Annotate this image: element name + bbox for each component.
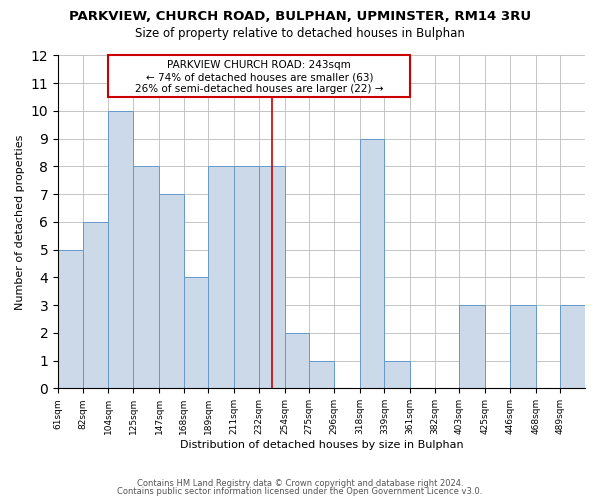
FancyBboxPatch shape (109, 56, 410, 97)
Bar (159, 194, 184, 388)
Text: 26% of semi-detached houses are larger (22) →: 26% of semi-detached houses are larger (… (135, 84, 383, 94)
Bar (259, 166, 284, 388)
Text: Contains public sector information licensed under the Open Government Licence v3: Contains public sector information licen… (118, 487, 482, 496)
Bar (184, 278, 208, 388)
Text: PARKVIEW CHURCH ROAD: 243sqm: PARKVIEW CHURCH ROAD: 243sqm (167, 60, 351, 70)
Text: Size of property relative to detached houses in Bulphan: Size of property relative to detached ho… (135, 28, 465, 40)
Bar (234, 166, 259, 388)
Bar (359, 138, 385, 388)
Bar (284, 333, 309, 388)
Bar (109, 111, 133, 388)
Bar (83, 222, 109, 388)
Text: Contains HM Land Registry data © Crown copyright and database right 2024.: Contains HM Land Registry data © Crown c… (137, 478, 463, 488)
X-axis label: Distribution of detached houses by size in Bulphan: Distribution of detached houses by size … (180, 440, 463, 450)
Bar (208, 166, 234, 388)
Text: ← 74% of detached houses are smaller (63): ← 74% of detached houses are smaller (63… (146, 72, 373, 82)
Bar (510, 305, 536, 388)
Text: PARKVIEW, CHURCH ROAD, BULPHAN, UPMINSTER, RM14 3RU: PARKVIEW, CHURCH ROAD, BULPHAN, UPMINSTE… (69, 10, 531, 23)
Bar (58, 250, 83, 388)
Bar (460, 305, 485, 388)
Bar (133, 166, 159, 388)
Bar (560, 305, 585, 388)
Bar (385, 360, 410, 388)
Y-axis label: Number of detached properties: Number of detached properties (15, 134, 25, 310)
Bar (309, 360, 334, 388)
